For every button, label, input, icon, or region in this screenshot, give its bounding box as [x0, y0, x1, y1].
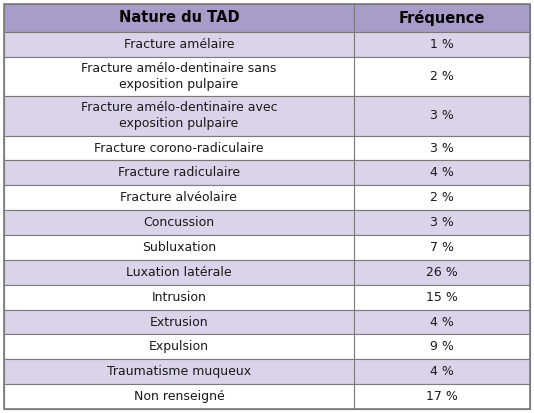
Text: Concussion: Concussion — [143, 216, 215, 229]
Bar — [4, 359, 530, 384]
Text: Nature du TAD: Nature du TAD — [119, 10, 239, 26]
Bar — [4, 4, 530, 32]
Bar — [4, 160, 530, 185]
Text: 17 %: 17 % — [426, 390, 458, 403]
Text: 4 %: 4 % — [430, 365, 454, 378]
Text: Traumatisme muqueux: Traumatisme muqueux — [107, 365, 251, 378]
Text: 3 %: 3 % — [430, 109, 454, 122]
Bar — [4, 235, 530, 260]
Text: Fracture corono-radiculaire: Fracture corono-radiculaire — [94, 142, 264, 154]
Text: Fracture amélo-dentinaire avec
exposition pulpaire: Fracture amélo-dentinaire avec expositio… — [81, 102, 277, 131]
Text: Fracture alvéolaire: Fracture alvéolaire — [121, 191, 237, 204]
Text: 3 %: 3 % — [430, 216, 454, 229]
Text: 1 %: 1 % — [430, 38, 454, 51]
Text: 15 %: 15 % — [426, 291, 458, 304]
Text: Extrusion: Extrusion — [150, 316, 208, 328]
Text: 4 %: 4 % — [430, 316, 454, 328]
Bar — [4, 335, 530, 359]
Text: 2 %: 2 % — [430, 191, 454, 204]
Bar — [4, 260, 530, 285]
Bar — [4, 57, 530, 96]
Text: Fracture amélaire: Fracture amélaire — [124, 38, 234, 51]
Text: Fracture amélo-dentinaire sans
exposition pulpaire: Fracture amélo-dentinaire sans expositio… — [81, 62, 277, 91]
Text: 4 %: 4 % — [430, 166, 454, 179]
Text: Fracture radiculaire: Fracture radiculaire — [118, 166, 240, 179]
Bar — [4, 384, 530, 409]
Text: Fréquence: Fréquence — [399, 10, 485, 26]
Bar — [4, 32, 530, 57]
Text: 2 %: 2 % — [430, 70, 454, 83]
Bar — [4, 310, 530, 335]
Text: 9 %: 9 % — [430, 340, 454, 354]
Text: Non renseigné: Non renseigné — [134, 390, 224, 403]
Text: Expulsion: Expulsion — [149, 340, 209, 354]
Text: Intrusion: Intrusion — [152, 291, 206, 304]
Text: Luxation latérale: Luxation latérale — [126, 266, 232, 279]
Bar — [4, 135, 530, 160]
Bar — [4, 185, 530, 210]
Text: Subluxation: Subluxation — [142, 241, 216, 254]
Text: 3 %: 3 % — [430, 142, 454, 154]
Text: 7 %: 7 % — [430, 241, 454, 254]
Bar — [4, 285, 530, 310]
Bar — [4, 210, 530, 235]
Bar — [4, 96, 530, 135]
Text: 26 %: 26 % — [426, 266, 458, 279]
